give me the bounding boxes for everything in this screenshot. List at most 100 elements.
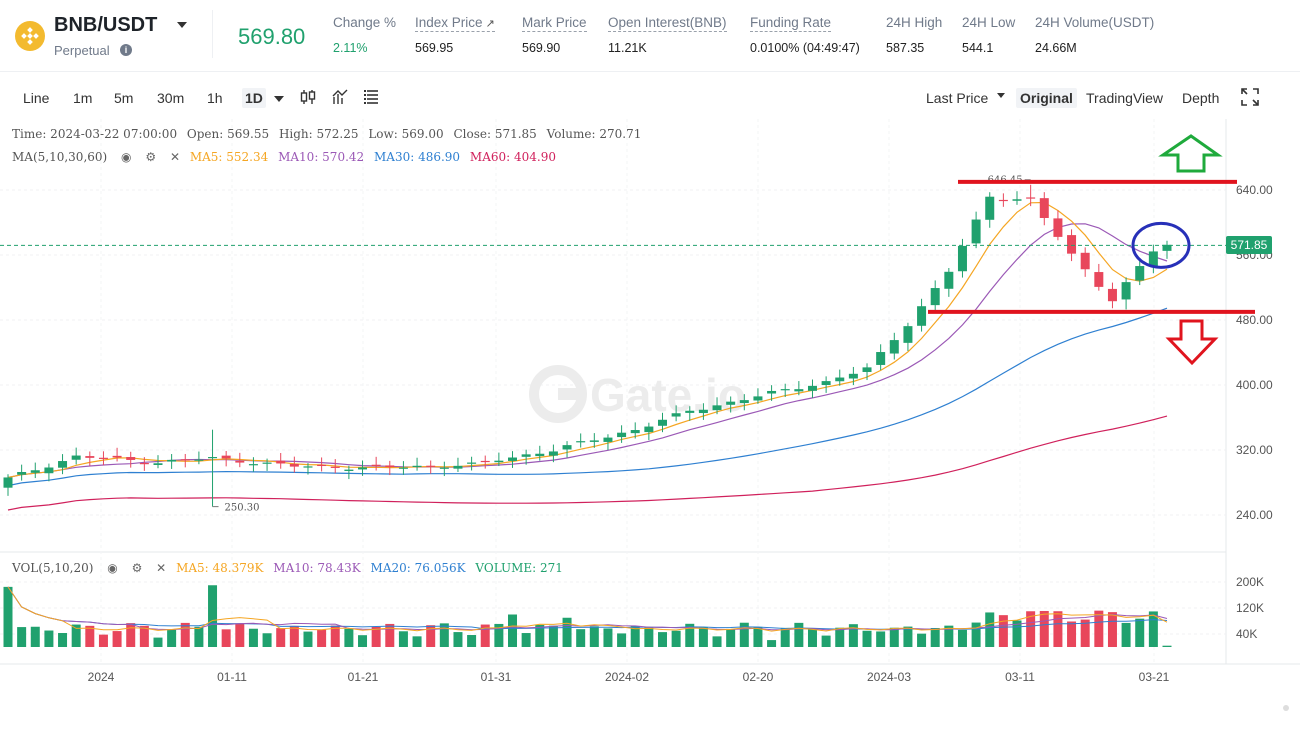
date-tick-label: 2024 bbox=[88, 670, 115, 684]
volume-bar bbox=[330, 625, 340, 647]
current-price-tag: 571.85 bbox=[1226, 236, 1272, 255]
candle-body bbox=[603, 437, 613, 442]
volume-bar bbox=[508, 614, 518, 647]
volume-bar bbox=[930, 627, 940, 647]
external-link-icon[interactable]: ↗ bbox=[485, 18, 495, 30]
date-tick-label: 2024-02 bbox=[605, 670, 649, 684]
candle-body bbox=[221, 455, 231, 459]
candle-body bbox=[358, 467, 368, 470]
volume-bar bbox=[617, 633, 627, 647]
candle-body bbox=[998, 199, 1008, 202]
candle-body bbox=[821, 381, 831, 385]
eye-icon[interactable]: ◉ bbox=[107, 561, 118, 575]
chevron-down-icon[interactable] bbox=[177, 22, 187, 28]
eye-icon[interactable]: ◉ bbox=[121, 150, 132, 164]
gear-icon[interactable]: ⚙ bbox=[131, 561, 143, 575]
volume-bar bbox=[862, 630, 872, 647]
timeframe-5m[interactable]: 5m bbox=[114, 90, 134, 106]
open-interest-label[interactable]: Open Interest(BNB) bbox=[608, 15, 727, 32]
ohlc-close: Close: 571.85 bbox=[453, 127, 537, 141]
volume-bar bbox=[303, 631, 313, 647]
candle-body bbox=[1107, 288, 1117, 302]
volume-bar bbox=[876, 631, 886, 647]
volume-bar bbox=[576, 629, 586, 647]
volume-bar bbox=[685, 623, 695, 647]
candle-body bbox=[630, 430, 640, 434]
gear-icon[interactable]: ⚙ bbox=[145, 150, 157, 164]
candle-body bbox=[317, 464, 327, 467]
ma-legend: MA(5,10,30,60) ◉ ⚙ ✕ MA5: 552.34 MA10: 5… bbox=[12, 150, 562, 164]
volume-bar bbox=[739, 622, 749, 647]
candle-body bbox=[344, 469, 354, 471]
price-tick-label: 640.00 bbox=[1236, 183, 1273, 197]
candle-body bbox=[889, 340, 899, 354]
price-tick-label: 320.00 bbox=[1236, 443, 1273, 457]
close-icon[interactable]: ✕ bbox=[156, 561, 167, 575]
volume-bar bbox=[671, 630, 681, 647]
volume-bar bbox=[1039, 610, 1049, 647]
price-tick-label: 480.00 bbox=[1236, 313, 1273, 327]
view-tradingview-tab[interactable]: TradingView bbox=[1086, 90, 1164, 106]
volume-bar bbox=[439, 623, 449, 647]
volume-tick-label: 200K bbox=[1236, 575, 1264, 589]
volume-bar bbox=[453, 632, 463, 647]
info-icon[interactable]: i bbox=[120, 44, 132, 56]
timeframe-30m[interactable]: 30m bbox=[157, 90, 185, 106]
volume-bar bbox=[1094, 610, 1104, 647]
timeframe-line[interactable]: Line bbox=[23, 90, 50, 106]
indicator-icon[interactable] bbox=[331, 88, 349, 106]
chart-grid bbox=[0, 119, 1300, 665]
candle-body bbox=[398, 467, 408, 469]
candle-body bbox=[917, 306, 927, 326]
candle-body bbox=[439, 467, 449, 469]
vol-ma20-line bbox=[7, 586, 1168, 630]
candle-body bbox=[289, 463, 299, 467]
close-icon[interactable]: ✕ bbox=[169, 150, 180, 164]
candlestick-type-icon[interactable] bbox=[299, 88, 317, 106]
candle-body bbox=[167, 459, 177, 462]
price-mode-select[interactable]: Last Price bbox=[926, 90, 989, 106]
volume-bar bbox=[521, 633, 531, 647]
volume-bar bbox=[944, 625, 954, 647]
pair-selector[interactable]: BNB/USDT bbox=[54, 14, 158, 36]
candle-body bbox=[85, 456, 95, 458]
candle-body bbox=[153, 463, 163, 465]
fullscreen-icon[interactable] bbox=[1240, 87, 1260, 107]
funding-rate-value: 0.0100% (04:49:47) bbox=[750, 41, 860, 55]
candle-body bbox=[126, 457, 136, 460]
timeframe-1m[interactable]: 1m bbox=[73, 90, 93, 106]
candle-body bbox=[303, 466, 313, 468]
timeframe-1h[interactable]: 1h bbox=[207, 90, 223, 106]
index-price-label[interactable]: Index Price ↗ bbox=[415, 15, 495, 32]
volume-ma-lines bbox=[7, 586, 1168, 632]
view-original-tab[interactable]: Original bbox=[1016, 88, 1077, 108]
gate-io-watermark: Gate.io bbox=[529, 365, 746, 423]
volume-bar bbox=[753, 627, 763, 647]
settings-lines-icon[interactable] bbox=[362, 88, 380, 106]
view-depth-tab[interactable]: Depth bbox=[1182, 90, 1220, 106]
volume-bar bbox=[412, 636, 422, 647]
volume-bar bbox=[289, 625, 299, 647]
price-mode-dropdown-icon[interactable] bbox=[997, 93, 1005, 98]
funding-rate-label[interactable]: Funding Rate bbox=[750, 15, 832, 32]
volume-bar bbox=[480, 624, 490, 647]
candle-body bbox=[453, 465, 463, 469]
volume-bar bbox=[167, 629, 177, 647]
volume-bar bbox=[208, 585, 218, 647]
ma5-line bbox=[7, 201, 1168, 479]
candle-body bbox=[426, 465, 436, 467]
candle-body bbox=[235, 460, 245, 463]
volume-bar bbox=[848, 624, 858, 647]
volume-bar bbox=[1107, 612, 1117, 647]
last-price: 569.80 bbox=[238, 24, 306, 49]
ma60-line bbox=[7, 415, 1168, 511]
volume-bar bbox=[30, 626, 40, 647]
mark-price-label[interactable]: Mark Price bbox=[522, 15, 587, 32]
kline-chart[interactable]: Gate.io 640.00560.00480.00400.00320.0024… bbox=[0, 119, 1300, 733]
timeframe-1d[interactable]: 1D bbox=[242, 88, 266, 108]
date-tick-label: 01-31 bbox=[481, 670, 512, 684]
candle-body bbox=[1080, 252, 1090, 270]
contract-type: Perpetual bbox=[54, 43, 110, 58]
timeframe-dropdown-icon[interactable] bbox=[274, 96, 284, 102]
volume-bar bbox=[194, 626, 204, 647]
